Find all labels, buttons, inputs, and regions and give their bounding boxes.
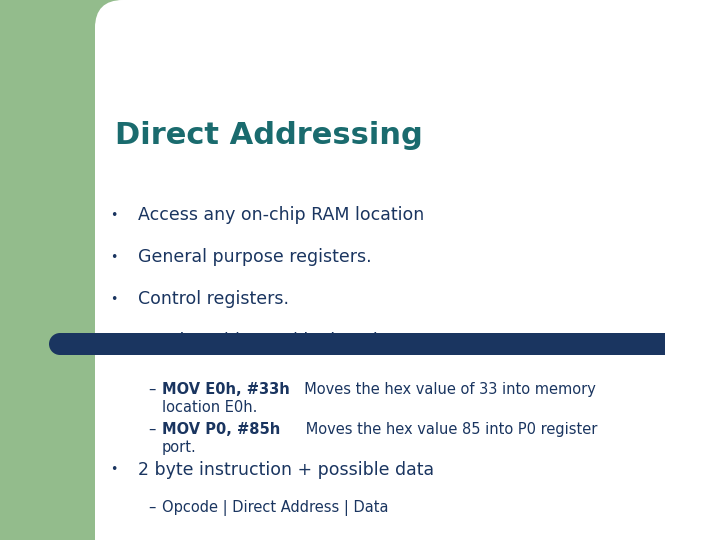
Text: location E0h.: location E0h. (162, 400, 257, 415)
PathPatch shape (95, 0, 720, 540)
Text: Opcode | Direct Address | Data: Opcode | Direct Address | Data (162, 500, 389, 516)
Text: •: • (110, 334, 117, 348)
Ellipse shape (49, 333, 71, 355)
Text: –: – (148, 500, 156, 515)
Text: •: • (110, 208, 117, 221)
Text: •: • (110, 293, 117, 306)
Text: General purpose registers.: General purpose registers. (138, 248, 372, 266)
Text: MOV P0, #85h: MOV P0, #85h (162, 422, 280, 437)
Text: Access any on-chip RAM location: Access any on-chip RAM location (138, 206, 424, 224)
Text: port.: port. (162, 440, 197, 455)
Text: May be addressed by location or name: May be addressed by location or name (138, 332, 478, 350)
FancyBboxPatch shape (95, 0, 720, 540)
Text: Direct Addressing: Direct Addressing (115, 121, 423, 150)
Text: MOV E0h, #33h: MOV E0h, #33h (162, 382, 289, 397)
Text: Moves the hex value of 33 into memory: Moves the hex value of 33 into memory (295, 382, 596, 397)
Text: Control registers.: Control registers. (138, 290, 289, 308)
Bar (60, 333, 665, 355)
Text: –: – (148, 422, 156, 437)
Text: 2 byte instruction + possible data: 2 byte instruction + possible data (138, 461, 434, 479)
Text: –: – (148, 382, 156, 397)
Text: Moves the hex value 85 into P0 register: Moves the hex value 85 into P0 register (278, 422, 598, 437)
Text: •: • (110, 251, 117, 264)
Text: •: • (110, 463, 117, 476)
